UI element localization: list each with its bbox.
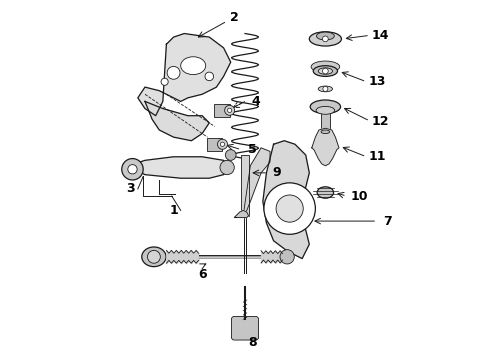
Text: 5: 5: [248, 143, 257, 156]
Polygon shape: [312, 128, 339, 166]
Bar: [214, 104, 230, 117]
Polygon shape: [129, 157, 231, 178]
Text: 4: 4: [251, 95, 260, 108]
Circle shape: [147, 250, 160, 263]
Circle shape: [218, 139, 227, 149]
Circle shape: [276, 195, 303, 222]
Ellipse shape: [280, 249, 294, 264]
Circle shape: [220, 160, 234, 175]
Ellipse shape: [310, 100, 341, 113]
Polygon shape: [234, 210, 248, 217]
Text: 2: 2: [230, 11, 239, 24]
Ellipse shape: [313, 66, 338, 76]
Ellipse shape: [317, 187, 334, 198]
Text: 12: 12: [372, 114, 390, 127]
Text: 6: 6: [198, 268, 206, 281]
Circle shape: [167, 66, 180, 79]
Polygon shape: [138, 33, 231, 116]
Ellipse shape: [311, 61, 340, 72]
Bar: [242, 155, 248, 216]
Text: 7: 7: [384, 215, 392, 228]
Circle shape: [122, 158, 143, 180]
Ellipse shape: [142, 247, 166, 267]
Polygon shape: [145, 102, 209, 141]
Text: 9: 9: [273, 166, 281, 179]
Circle shape: [220, 142, 224, 147]
Circle shape: [264, 183, 316, 234]
FancyBboxPatch shape: [231, 316, 259, 340]
Ellipse shape: [318, 68, 333, 74]
Text: 14: 14: [372, 29, 390, 42]
Polygon shape: [263, 141, 309, 258]
Text: 8: 8: [248, 336, 256, 349]
Circle shape: [323, 86, 328, 91]
Ellipse shape: [309, 32, 342, 46]
Text: 13: 13: [368, 75, 386, 88]
Ellipse shape: [181, 57, 206, 75]
Circle shape: [227, 108, 232, 112]
Bar: [207, 138, 222, 151]
Circle shape: [128, 165, 137, 174]
Text: 1: 1: [169, 204, 178, 217]
Polygon shape: [243, 148, 270, 216]
Text: 10: 10: [350, 190, 368, 203]
Ellipse shape: [316, 107, 335, 114]
Bar: [321, 111, 330, 132]
Circle shape: [205, 72, 214, 81]
Circle shape: [322, 36, 328, 42]
Circle shape: [224, 105, 235, 115]
Circle shape: [225, 150, 236, 160]
Ellipse shape: [317, 32, 334, 40]
Ellipse shape: [318, 86, 333, 92]
Text: 11: 11: [368, 150, 386, 163]
Text: 3: 3: [126, 183, 135, 195]
Ellipse shape: [321, 130, 330, 134]
Circle shape: [161, 78, 168, 85]
Circle shape: [322, 68, 328, 74]
